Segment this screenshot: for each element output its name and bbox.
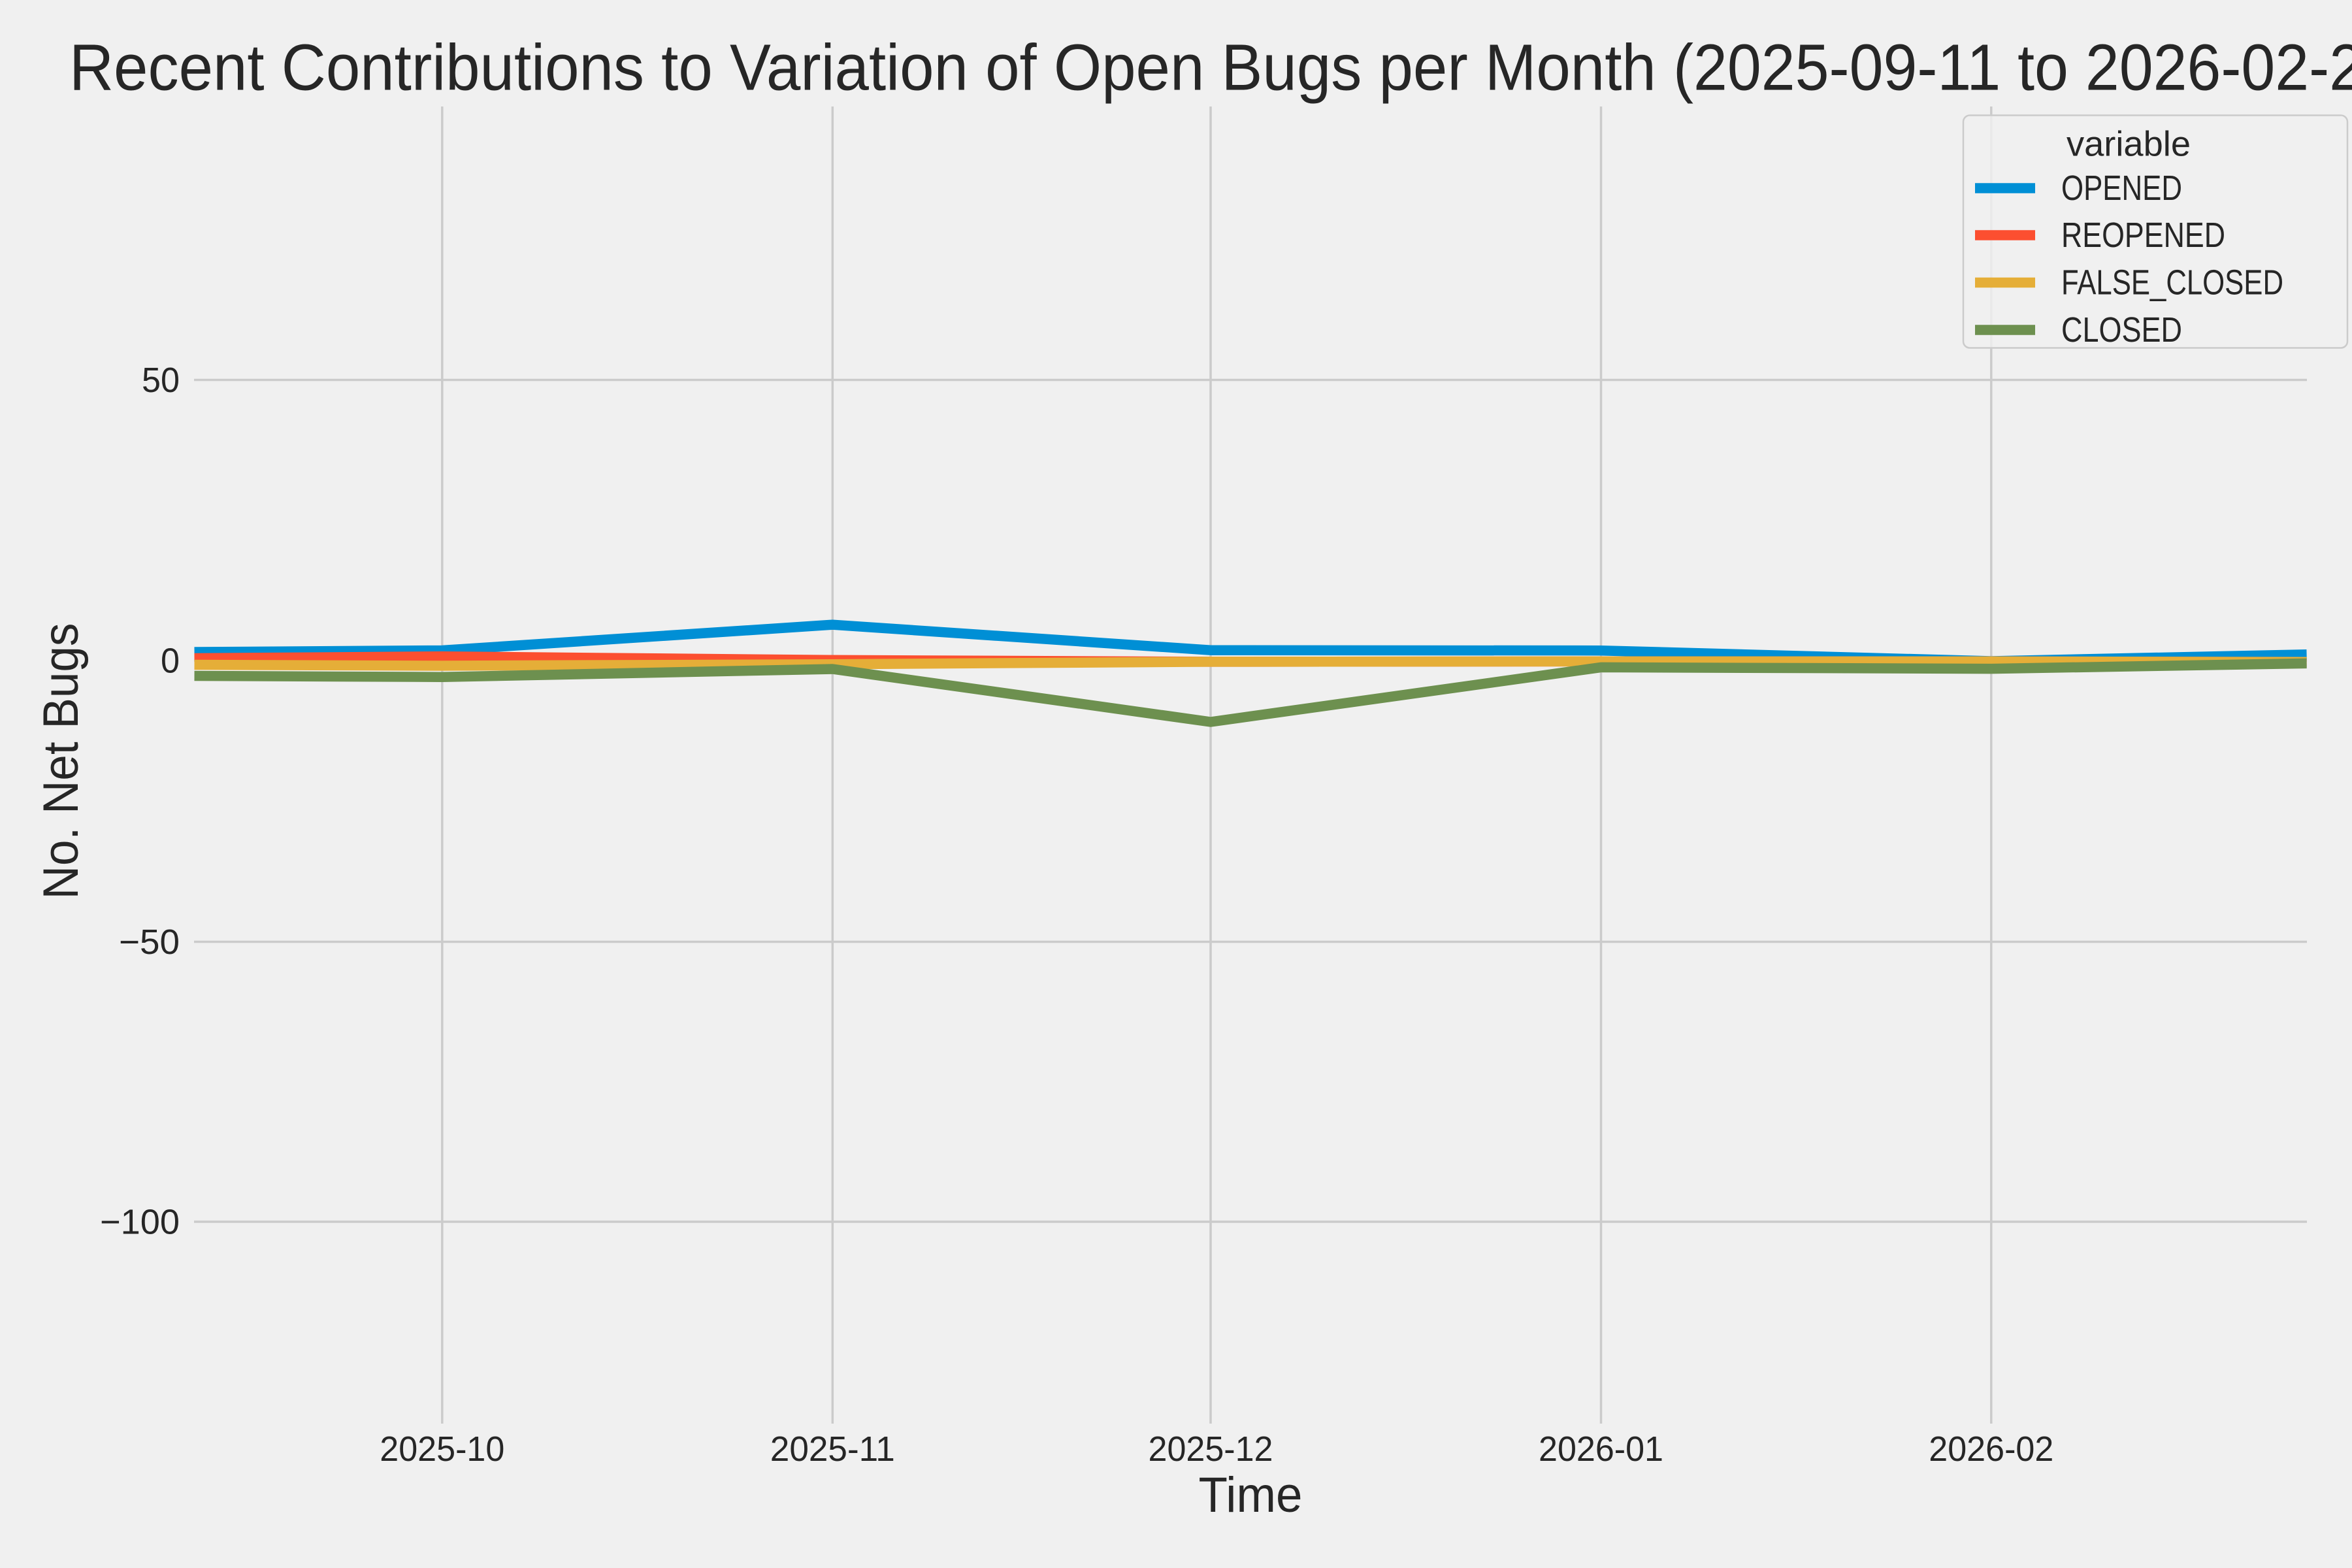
svg-text:OPENED: OPENED <box>2061 169 2182 208</box>
svg-text:FALSE_CLOSED: FALSE_CLOSED <box>2061 263 2283 302</box>
svg-text:No. Net Bugs: No. Net Bugs <box>33 623 89 900</box>
svg-text:Recent Contributions to Variat: Recent Contributions to Variation of Ope… <box>69 31 1673 105</box>
svg-text:0: 0 <box>161 642 180 681</box>
svg-text:Time: Time <box>1199 1467 1303 1523</box>
svg-text:50: 50 <box>142 361 180 400</box>
svg-text:2026-01: 2026-01 <box>1539 1429 1663 1469</box>
svg-text:2026-02: 2026-02 <box>1929 1429 2053 1469</box>
svg-text:2025-10: 2025-10 <box>380 1429 504 1469</box>
svg-text:CLOSED: CLOSED <box>2061 310 2182 350</box>
svg-text:REOPENED: REOPENED <box>2061 216 2225 255</box>
svg-text:(2025-09-11 to 2026-02-26): (2025-09-11 to 2026-02-26) <box>1673 31 2352 105</box>
svg-text:−50: −50 <box>119 923 180 962</box>
svg-text:variable: variable <box>2066 125 2191 164</box>
svg-text:−100: −100 <box>100 1203 180 1242</box>
svg-text:2025-11: 2025-11 <box>770 1429 895 1469</box>
svg-text:2025-12: 2025-12 <box>1149 1429 1273 1469</box>
